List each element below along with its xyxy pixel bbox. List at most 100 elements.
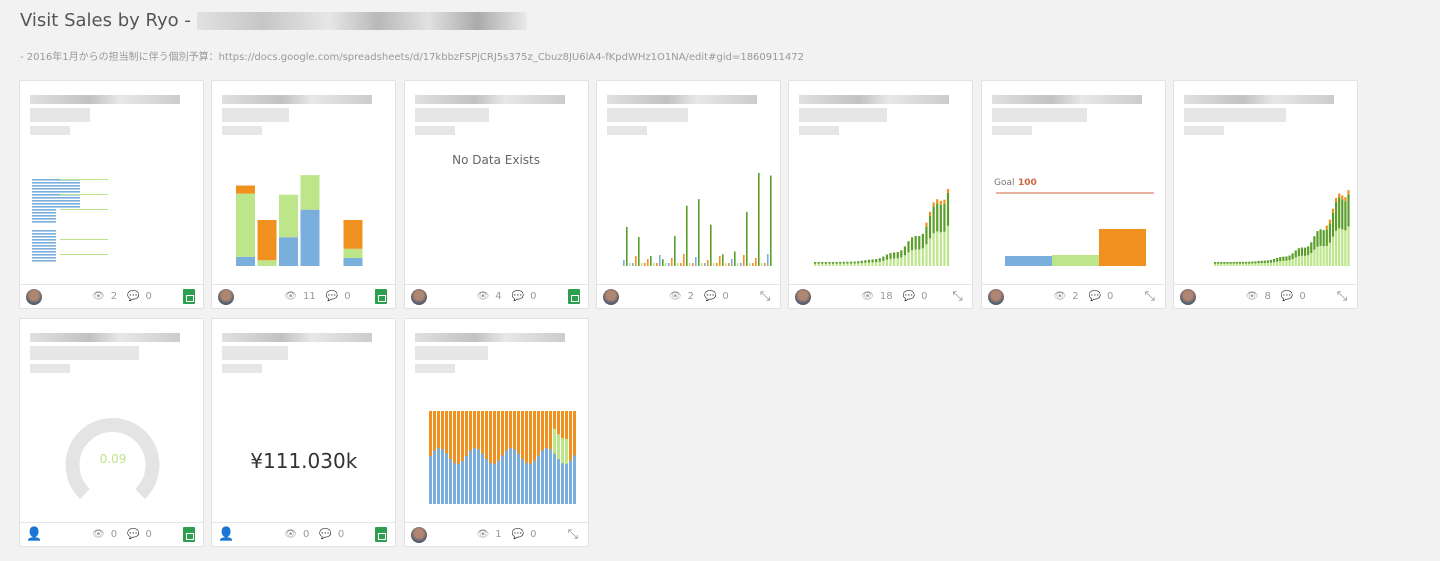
bar — [1316, 231, 1319, 247]
bar — [532, 460, 536, 504]
bar — [1269, 262, 1272, 266]
avatar[interactable] — [602, 288, 619, 305]
bar — [667, 263, 670, 266]
dashboard-card-grouped[interactable]: 👁 2 💬 0 ⤡ — [595, 80, 781, 309]
dashboard-card-growth[interactable]: 👁 18 💬 0 ⤡ — [788, 80, 974, 309]
bar — [914, 235, 917, 250]
avatar[interactable] — [795, 288, 812, 305]
bar — [1322, 230, 1325, 247]
dashboard-card-growth2[interactable]: 👁 8 💬 0 ⤡ — [1172, 80, 1358, 309]
bar — [1337, 228, 1341, 266]
bar — [1241, 263, 1244, 266]
bar — [1244, 261, 1248, 264]
dashboard-card-gauge[interactable]: 0.09 👤 👁 0 💬 0 — [19, 318, 204, 547]
bar — [452, 462, 456, 504]
bar — [32, 251, 56, 253]
bar — [488, 411, 492, 504]
bar — [925, 244, 928, 266]
card-footer: 👁 11 💬 0 — [212, 284, 396, 308]
eye-icon: 👁 — [476, 529, 490, 540]
dashboard-card-percent[interactable]: 👁 1 💬 0 ⤡ — [403, 318, 589, 547]
bar — [536, 455, 540, 504]
bar — [821, 261, 824, 264]
bar — [32, 188, 80, 190]
comment-icon: 💬 — [127, 291, 140, 302]
bar — [32, 185, 80, 187]
bar — [742, 255, 745, 266]
sheets-icon[interactable] — [567, 289, 580, 304]
eye-icon: 👁 — [284, 529, 297, 540]
card-footer: 👁 2 💬 0 ⤡ — [596, 284, 780, 308]
bar — [496, 460, 500, 504]
avatar[interactable] — [410, 526, 427, 543]
expand-icon[interactable]: ⤡ — [567, 527, 578, 542]
bar — [694, 257, 697, 266]
bar — [1288, 260, 1291, 266]
bar — [875, 259, 878, 263]
bar — [448, 458, 452, 504]
sheets-icon[interactable] — [375, 289, 388, 304]
bar — [1226, 261, 1229, 264]
bar — [640, 263, 643, 266]
dashboard-card-hbar[interactable]: 👁 2 💬 0 — [19, 80, 204, 309]
bar — [1272, 262, 1275, 266]
bar — [1275, 261, 1279, 266]
avatar[interactable] — [410, 288, 427, 305]
bar — [649, 256, 652, 266]
bar — [706, 260, 709, 266]
bar — [889, 253, 892, 259]
bar — [32, 245, 56, 247]
bar — [929, 211, 932, 216]
sheets-icon[interactable] — [183, 289, 195, 304]
comment-count: 0 — [530, 291, 537, 302]
avatar[interactable] — [1179, 288, 1196, 305]
bar — [1263, 263, 1266, 266]
bar — [739, 263, 742, 266]
bar — [1232, 263, 1235, 266]
bar — [1229, 261, 1232, 264]
bar — [824, 261, 828, 264]
bar — [939, 232, 943, 266]
avatar[interactable] — [987, 288, 1004, 305]
bar — [1229, 263, 1232, 266]
bar — [1309, 242, 1313, 253]
bar — [1238, 261, 1241, 264]
bar — [864, 260, 867, 263]
bar — [703, 263, 706, 266]
expand-icon[interactable]: ⤡ — [759, 289, 771, 304]
bar — [1254, 261, 1257, 264]
bar — [476, 449, 480, 504]
bar — [1257, 260, 1260, 264]
bar — [727, 263, 730, 266]
bar — [878, 258, 882, 262]
avatar[interactable] — [26, 288, 42, 305]
dashboard-card-nodata[interactable]: No Data Exists 👁 4 💬 0 — [403, 80, 589, 309]
expand-icon[interactable]: ⤡ — [952, 289, 963, 304]
expand-icon[interactable]: ⤡ — [1144, 289, 1155, 304]
bar — [857, 261, 860, 264]
dashboard-card-number[interactable]: ¥111.030k 👤 👁 0 💬 0 — [211, 318, 397, 547]
bar — [32, 203, 80, 205]
avatar[interactable]: 👤 — [26, 526, 43, 542]
sheets-icon[interactable] — [375, 527, 388, 542]
bar — [947, 192, 950, 226]
bar — [1347, 190, 1350, 195]
avatar[interactable] — [218, 288, 235, 305]
bar — [1325, 245, 1328, 266]
bar — [1223, 261, 1226, 264]
bar — [60, 239, 108, 240]
bar — [652, 263, 655, 266]
bar — [1300, 247, 1303, 256]
bar — [721, 254, 724, 266]
avatar[interactable]: 👤 — [218, 526, 235, 542]
bar — [1331, 236, 1334, 266]
bar — [724, 263, 727, 266]
page-title: Visit Sales by Ryo - — [20, 10, 527, 31]
expand-icon[interactable]: ⤡ — [1336, 289, 1348, 304]
dashboard-card-stacked[interactable]: 👁 11 💬 0 — [211, 80, 397, 309]
bar — [524, 463, 528, 504]
view-count: 8 — [1264, 291, 1271, 302]
bar — [661, 259, 664, 266]
sheets-icon[interactable] — [183, 527, 195, 542]
dashboard-card-goal[interactable]: Goal 100 👁 2 💬 0 ⤡ — [980, 80, 1166, 309]
